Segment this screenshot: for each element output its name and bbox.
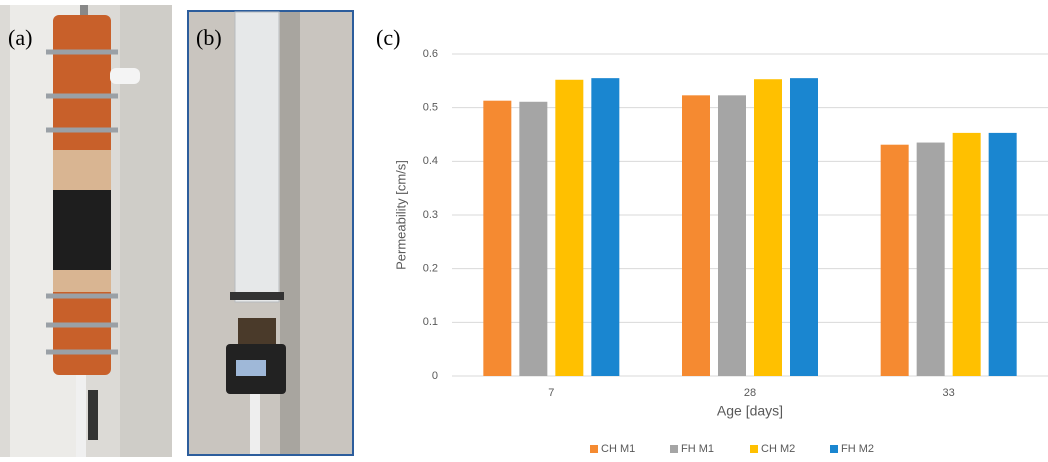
legend-swatch: [670, 445, 678, 453]
legend-swatch: [750, 445, 758, 453]
photo-b: [187, 10, 354, 456]
bar: [682, 95, 710, 376]
y-tick-label: 0: [432, 370, 438, 382]
panel-label: (b): [196, 25, 222, 50]
x-axis-label: Age [days]: [717, 403, 783, 419]
legend-label: FH M1: [681, 443, 714, 455]
bar: [988, 132, 1017, 376]
y-tick-label: 0.5: [423, 102, 438, 114]
bar: [555, 79, 584, 376]
bar: [483, 100, 512, 376]
bar: [952, 132, 981, 376]
photo-a: [0, 5, 172, 457]
panel-label: (c): [376, 25, 400, 50]
y-axis-label: Permeability [cm/s]: [393, 160, 408, 270]
bar: [790, 78, 818, 377]
bar: [591, 78, 620, 377]
bar: [880, 144, 909, 376]
y-tick-label: 0.6: [423, 48, 438, 60]
y-tick-label: 0.4: [423, 155, 438, 167]
y-tick-label: 0.2: [423, 263, 438, 275]
y-tick-label: 0.1: [423, 316, 438, 328]
x-tick-label: 33: [943, 387, 955, 399]
bar: [916, 142, 945, 376]
legend-swatch: [590, 445, 598, 453]
x-tick-label: 7: [548, 387, 554, 399]
bar: [718, 95, 746, 376]
bar: [519, 101, 548, 376]
legend-label: CH M1: [601, 443, 635, 455]
bar: [754, 79, 782, 377]
legend-label: CH M2: [761, 443, 795, 455]
x-tick-label: 28: [744, 387, 756, 399]
panel-label: (a): [8, 25, 32, 50]
y-tick-label: 0.3: [423, 209, 438, 221]
legend-swatch: [830, 445, 838, 453]
legend-label: FH M2: [841, 443, 874, 455]
